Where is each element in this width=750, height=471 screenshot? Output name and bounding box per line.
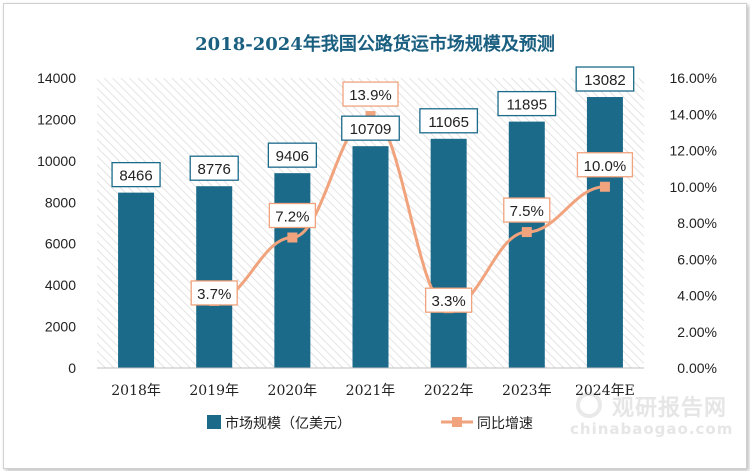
watermark-logo-icon — [576, 392, 602, 418]
bar-label-box-2 — [267, 142, 318, 168]
y-right-tick-1: 2.00% — [677, 324, 717, 340]
growth-value-label-1: 3.7% — [197, 286, 231, 303]
bar-value-label-6: 13082 — [584, 72, 626, 89]
legend-line-label: 同比增速 — [477, 416, 533, 432]
growth-label-box-6 — [576, 152, 634, 178]
growth-label-box-2 — [268, 202, 317, 229]
growth-label-box-3 — [342, 81, 399, 107]
bar-5 — [508, 121, 545, 368]
bar-value-label-0: 8466 — [119, 168, 152, 185]
y-right-tick-2: 4.00% — [677, 288, 717, 304]
y-left-tick-5: 10000 — [37, 153, 76, 169]
bar-label-box-0 — [111, 161, 161, 188]
bar-3 — [352, 146, 389, 368]
y-right-tick-6: 12.00% — [670, 143, 717, 159]
y-left-tick-3: 6000 — [45, 236, 76, 252]
x-tick-1: 2019年 — [189, 383, 239, 399]
growth-label-box-1 — [190, 280, 238, 306]
x-tick-4: 2022年 — [424, 383, 474, 399]
growth-marker-6 — [599, 181, 610, 192]
growth-label-box-4 — [424, 287, 473, 313]
growth-value-label-4: 3.3% — [432, 293, 466, 310]
bar-1 — [196, 186, 233, 368]
growth-marker-2 — [287, 232, 298, 243]
legend-bar-swatch — [207, 415, 221, 429]
growth-value-label-5: 7.5% — [510, 203, 544, 220]
y-left-tick-1: 2000 — [45, 319, 76, 335]
bar-label-box-6 — [575, 66, 635, 92]
bar-value-label-2: 9406 — [276, 148, 309, 165]
y-left-tick-7: 14000 — [37, 70, 76, 86]
growth-value-label-6: 10.0% — [584, 158, 627, 175]
y-left-tick-6: 12000 — [37, 111, 76, 127]
bar-value-label-4: 11065 — [428, 114, 469, 131]
watermark-main: 观研报告网 — [612, 396, 728, 421]
bar-value-label-1: 8776 — [198, 161, 231, 178]
y-left-tick-0: 0 — [68, 360, 76, 376]
y-left-tick-4: 8000 — [45, 194, 76, 210]
bar-label-box-4 — [419, 108, 479, 134]
y-right-tick-3: 6.00% — [677, 251, 717, 267]
x-tick-6: 2024年E — [575, 383, 635, 399]
growth-label-box-5 — [503, 197, 551, 223]
bar-value-label-3: 10709 — [350, 121, 392, 138]
x-tick-5: 2023年 — [502, 383, 552, 399]
bar-label-box-3 — [341, 115, 400, 141]
watermark-sub: chinabaogao.com — [570, 420, 734, 438]
legend-line-marker — [452, 417, 462, 427]
bar-value-label-5: 11895 — [506, 97, 547, 114]
growth-marker-5 — [521, 227, 532, 238]
bar-6 — [586, 97, 623, 368]
x-tick-3: 2021年 — [346, 383, 396, 399]
bar-label-box-1 — [189, 155, 239, 181]
bar-2 — [274, 173, 311, 368]
x-tick-0: 2018年 — [111, 383, 161, 399]
y-right-tick-5: 10.00% — [670, 179, 717, 195]
chart-title: 2018-2024年我国公路货运市场规模及预测 — [195, 34, 555, 55]
growth-value-label-3: 13.9% — [349, 87, 392, 104]
bar-label-box-5 — [497, 90, 557, 117]
y-right-tick-7: 14.00% — [670, 106, 717, 122]
y-right-tick-8: 16.00% — [670, 70, 717, 86]
bar-4 — [430, 138, 467, 368]
x-tick-2: 2020年 — [268, 383, 318, 399]
legend-bar-label: 市场规模（亿美元） — [225, 415, 351, 432]
y-left-tick-2: 4000 — [45, 277, 76, 293]
growth-value-label-2: 7.2% — [275, 209, 309, 226]
bar-0 — [118, 192, 155, 368]
y-right-tick-0: 0.00% — [677, 360, 717, 376]
y-right-tick-4: 8.00% — [677, 215, 717, 231]
